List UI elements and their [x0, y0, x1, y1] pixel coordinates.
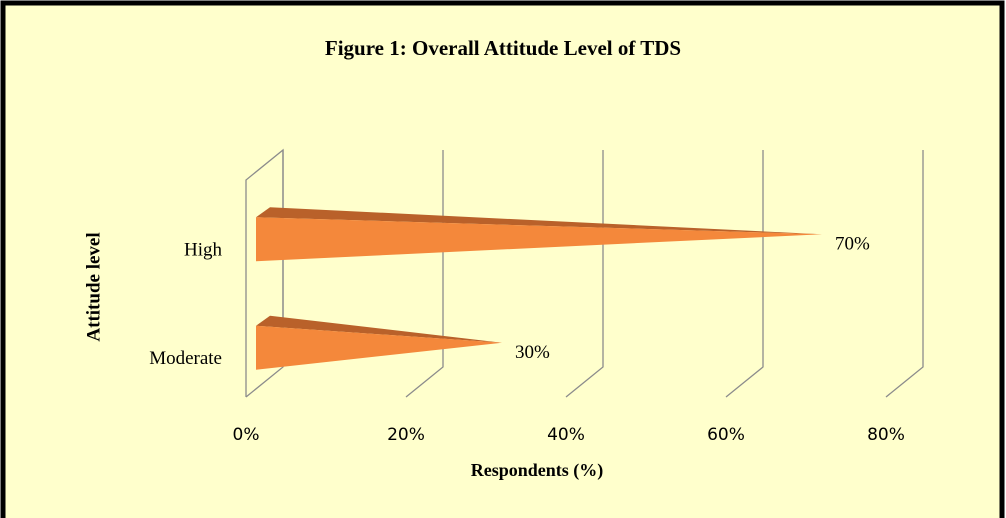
- chart-title: Figure 1: Overall Attitude Level of TDS: [325, 36, 681, 60]
- x-tick-label: 80%: [867, 425, 905, 445]
- data-label: 30%: [515, 342, 550, 363]
- y-axis-title: Attitude level: [83, 232, 104, 341]
- grid-line: [885, 150, 924, 398]
- data-label: 70%: [835, 234, 870, 255]
- x-tick-label: 40%: [547, 425, 585, 445]
- bar-top: [256, 207, 822, 235]
- bar: [256, 325, 502, 370]
- bar-top: [256, 315, 502, 343]
- bar: [256, 217, 822, 262]
- x-tick-label: 60%: [707, 425, 745, 445]
- x-tick-label: 20%: [387, 425, 425, 445]
- x-axis-title: Respondents (%): [471, 460, 604, 481]
- grid-line: [725, 150, 764, 398]
- y-tick-label: High: [184, 240, 223, 261]
- y-tick-label: Moderate: [149, 348, 222, 369]
- grid-line: [565, 150, 604, 398]
- x-tick-label: 0%: [233, 425, 260, 445]
